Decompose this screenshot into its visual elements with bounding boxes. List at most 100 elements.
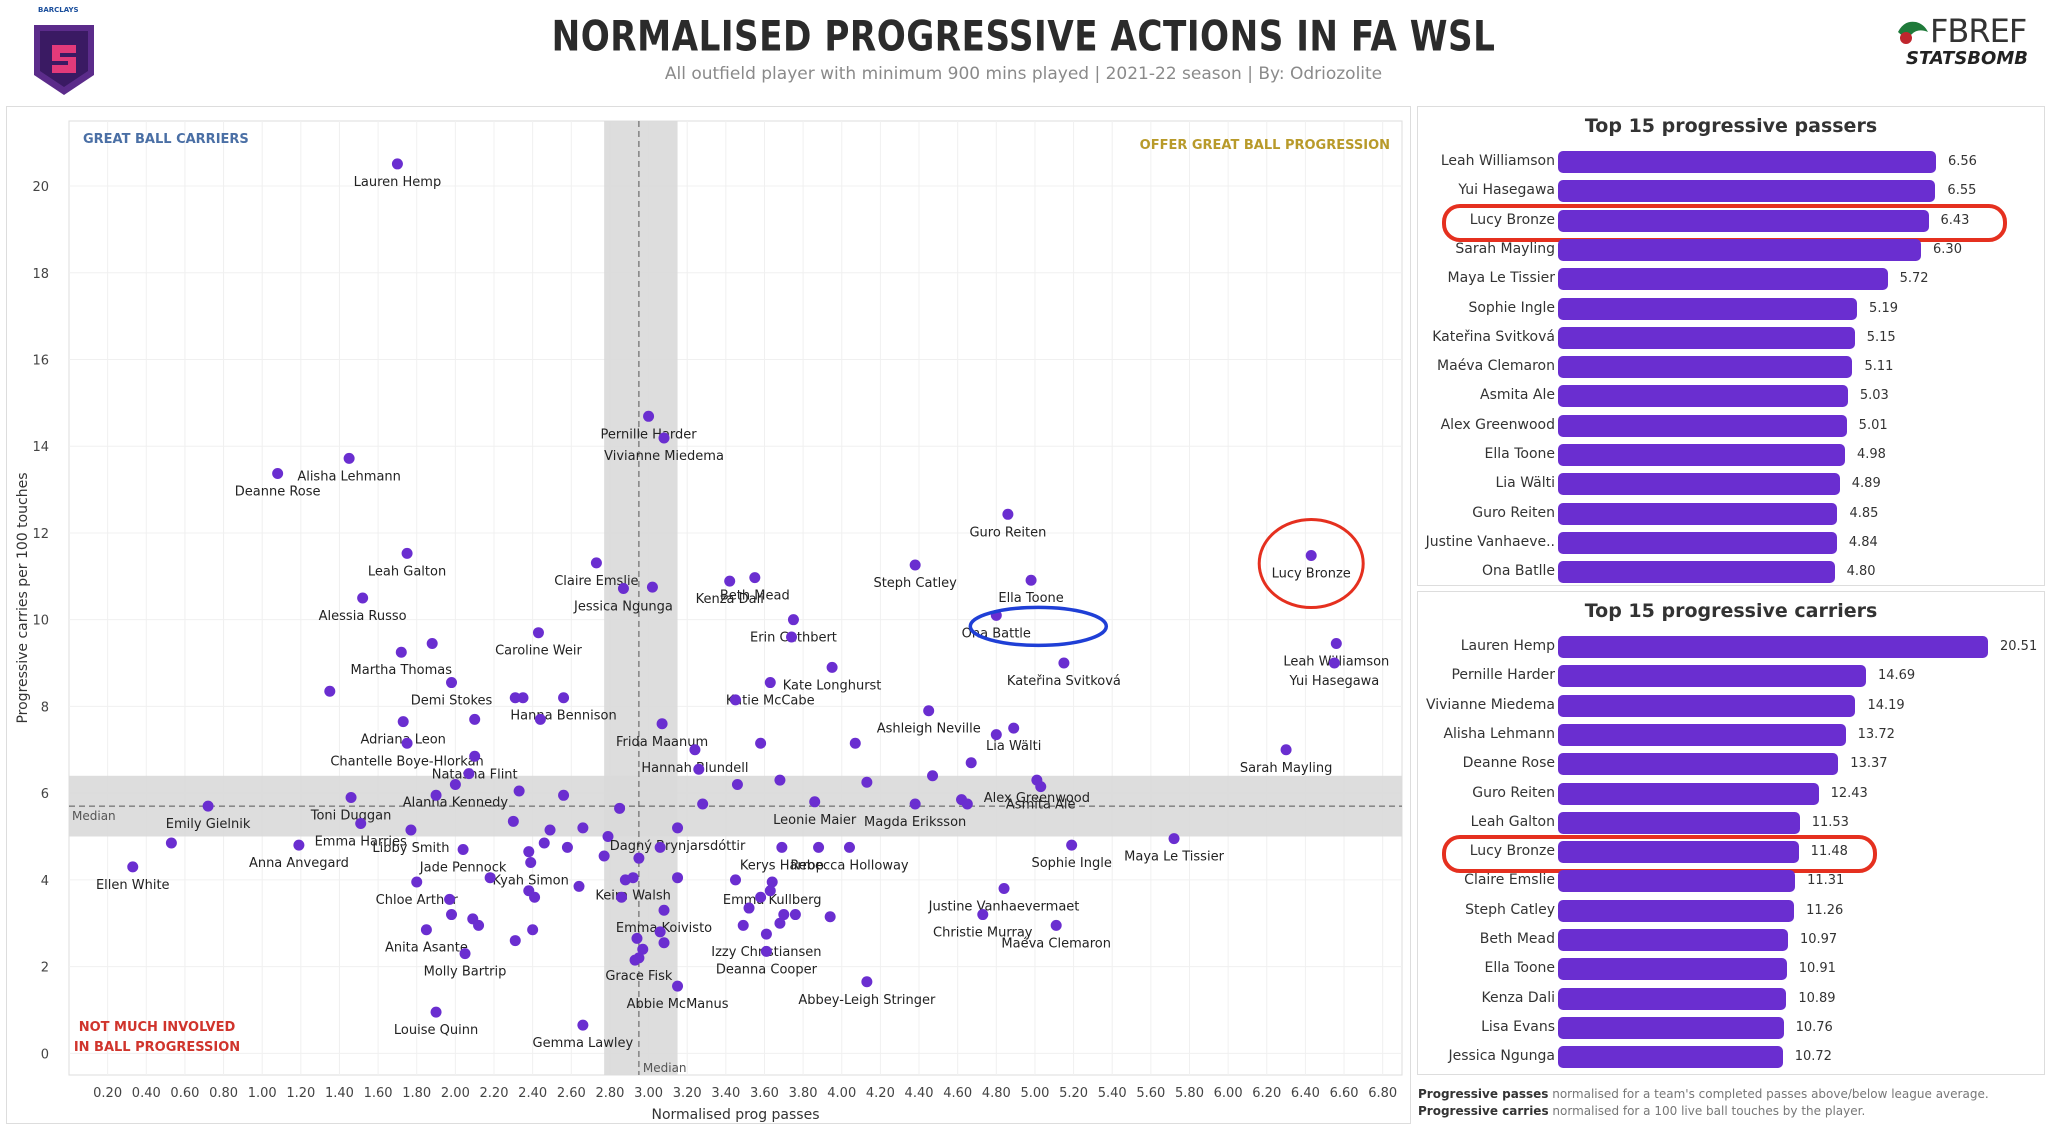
data-point <box>509 935 521 947</box>
data-point <box>577 1019 589 1031</box>
bar-label: Jessica Ngunga <box>1448 1048 1555 1065</box>
x-tick-label: 4.20 <box>866 1086 895 1101</box>
data-point <box>401 737 413 749</box>
bar <box>1558 899 1795 922</box>
x-tick-label: 2.20 <box>480 1086 509 1101</box>
bar-value-label: 5.15 <box>1866 329 1896 345</box>
y-tick-label: 20 <box>32 180 49 195</box>
y-axis-label: Progressive carries per 100 touches <box>15 472 31 723</box>
y-tick-label: 12 <box>32 527 49 542</box>
passes-note-label: Progressive passes <box>1418 1087 1549 1101</box>
bar-value-label: 4.85 <box>1849 505 1879 521</box>
bar <box>1558 385 1848 408</box>
point-label: Lauren Hemp <box>354 175 442 190</box>
point-label: Guro Reiten <box>969 525 1046 540</box>
point-label: Pernille Harder <box>600 427 697 442</box>
data-point <box>293 839 305 851</box>
bar-value-label: 5.11 <box>1864 359 1894 375</box>
point-label: Lia Wälti <box>986 739 1041 754</box>
x-tick-label: 6.60 <box>1330 1086 1359 1101</box>
data-point <box>672 980 684 992</box>
bar-label: Ella Toone <box>1484 960 1555 977</box>
point-label: Deanne Rose <box>235 485 321 500</box>
fbref-icon <box>1898 21 1928 44</box>
point-label: Toni Duggan <box>310 808 392 823</box>
data-point <box>513 785 525 797</box>
x-tick-label: 3.00 <box>634 1086 663 1101</box>
point-label: Claire Emslie <box>554 574 638 589</box>
bar <box>1558 473 1840 496</box>
bar-value-label: 14.69 <box>1877 668 1916 684</box>
data-point <box>343 452 355 464</box>
data-point <box>538 837 550 849</box>
bar-value-label: 5.01 <box>1858 417 1888 433</box>
y-tick-label: 8 <box>41 700 49 715</box>
data-point <box>977 909 989 921</box>
data-point <box>774 917 786 929</box>
data-point <box>743 902 755 914</box>
bar-value-label: 13.72 <box>1857 726 1895 742</box>
bar-label: Lucy Bronze <box>1469 843 1555 860</box>
point-label: Ellen White <box>96 878 170 893</box>
bar-value-label: 10.72 <box>1794 1049 1832 1065</box>
data-point <box>760 928 772 940</box>
bar <box>1558 238 1922 261</box>
point-label: Natasha Flint <box>432 767 518 782</box>
point-label: Alessia Russo <box>319 609 407 624</box>
data-point <box>730 874 741 886</box>
point-label: Jade Pennock <box>419 861 507 876</box>
point-label: Leonie Maier <box>773 813 857 828</box>
bar-label: Ona Batlle <box>1482 563 1555 580</box>
data-point <box>324 685 336 697</box>
data-point <box>401 547 413 559</box>
bar-label: Maya Le Tissier <box>1447 270 1555 287</box>
y-tick-label: 2 <box>41 961 49 976</box>
data-point <box>909 559 921 571</box>
bar <box>1558 1016 1784 1039</box>
data-point <box>658 904 670 916</box>
data-point <box>749 572 761 584</box>
data-point <box>776 841 788 853</box>
point-label: Molly Bartrip <box>424 965 507 980</box>
page-subtitle: All outfield player with minimum 900 min… <box>664 64 1383 84</box>
data-point <box>654 841 666 853</box>
bar-value-label: 4.98 <box>1856 447 1886 462</box>
bar <box>1558 268 1888 291</box>
top-carriers-panel: Top 15 progressive carriers Lauren Hemp 2… <box>1417 591 2045 1075</box>
point-label: Demi Stokes <box>411 694 493 709</box>
data-point <box>755 737 767 749</box>
bar-label: Ella Toone <box>1484 446 1555 462</box>
data-point <box>923 705 935 717</box>
data-point <box>724 575 736 587</box>
data-point <box>1328 657 1340 669</box>
point-label: Maya Le Tissier <box>1124 850 1224 865</box>
data-point <box>345 791 357 803</box>
data-point <box>457 844 469 856</box>
highlight-outline-lucy-bronze <box>1442 203 2007 242</box>
data-point <box>509 692 521 704</box>
data-point <box>469 750 481 762</box>
x-tick-label: 2.80 <box>595 1086 624 1101</box>
bar <box>1558 209 1929 232</box>
data-point <box>1002 508 1014 520</box>
quadrant-label-great-progression: OFFER GREAT BALL PROGRESSION <box>1140 138 1390 153</box>
y-tick-label: 16 <box>32 354 49 369</box>
bar <box>1558 723 1846 746</box>
data-point <box>656 718 668 730</box>
point-label: Kerys Harrop <box>740 858 824 873</box>
x-tick-label: 5.80 <box>1175 1086 1204 1101</box>
highlight-circle-ona-battle <box>968 605 1109 648</box>
point-label: Emma Harries <box>315 834 407 849</box>
point-label: Abbey-Leigh Stringer <box>798 993 936 1008</box>
point-label: Kateřina Svitková <box>1007 674 1121 689</box>
data-point <box>843 841 855 853</box>
data-point <box>1058 657 1070 669</box>
data-point <box>813 841 825 853</box>
data-point <box>165 837 177 849</box>
wsl-logo <box>32 5 96 97</box>
top-passers-title: Top 15 progressive passers <box>1584 115 1878 137</box>
data-point <box>927 770 939 782</box>
bar-label: Kateřina Svitková <box>1432 328 1555 345</box>
carries-note-text: normalised for a 100 live ball touches b… <box>1552 1104 1866 1118</box>
bar-value-label: 6.30 <box>1933 241 1962 257</box>
